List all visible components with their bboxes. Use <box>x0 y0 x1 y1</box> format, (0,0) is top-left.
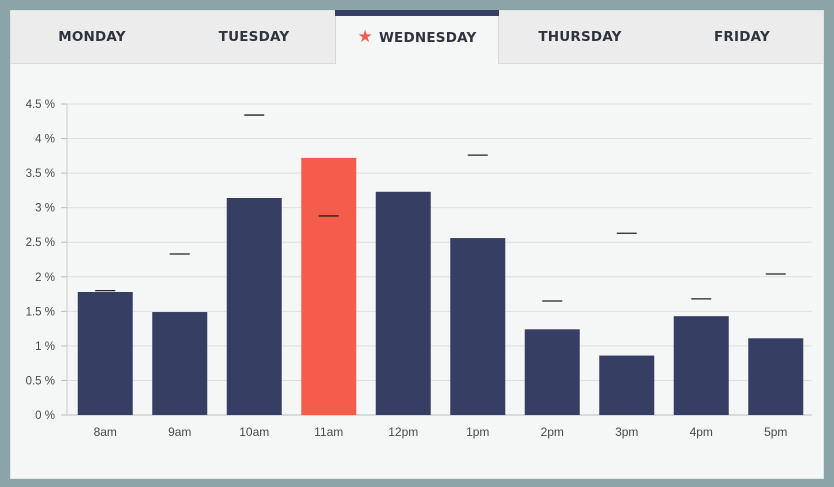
bar <box>524 329 580 415</box>
tab-label: WEDNESDAY <box>378 29 477 46</box>
x-tick-label: 1pm <box>466 425 489 439</box>
x-tick-label: 11am <box>314 425 343 439</box>
tab-label: THURSDAY <box>538 29 622 45</box>
bar <box>673 316 729 415</box>
x-tick-label: 5pm <box>764 425 787 439</box>
y-tick-label: 4.5 % <box>26 99 55 111</box>
y-tick-label: 2.5 % <box>26 237 55 249</box>
y-tick-label: 1.5 % <box>26 306 55 318</box>
tab-wednesday[interactable]: ★ WEDNESDAY <box>335 10 499 64</box>
bar <box>375 191 431 415</box>
tab-thursday[interactable]: THURSDAY <box>499 11 661 64</box>
x-tick-label: 8am <box>94 425 117 439</box>
y-tick-label: 1 % <box>35 341 55 353</box>
x-tick-label: 10am <box>239 425 269 439</box>
hourly-bar-chart: 0 % 0.5 % 1 % 1.5 % 2 % 2.5 % 3 % 3.5 % 4 % 4.5 %… <box>26 99 812 439</box>
x-tick-label: 12pm <box>388 425 418 439</box>
tab-label: TUESDAY <box>218 29 290 45</box>
tab-label: MONDAY <box>58 29 126 45</box>
y-tick-label: 3 % <box>35 203 55 215</box>
bar <box>77 291 133 415</box>
chart-card: MONDAY TUESDAY ★ WEDNESDAY THURSDAY FRIDA… <box>10 10 824 479</box>
tab-tuesday[interactable]: TUESDAY <box>173 11 335 64</box>
y-tick-label: 3.5 % <box>26 168 55 180</box>
y-tick-label: 0 % <box>35 410 55 422</box>
tab-label: FRIDAY <box>714 29 770 45</box>
y-tick-label: 0.5 % <box>26 375 55 387</box>
y-tick-label: 4 % <box>35 134 55 146</box>
x-tick-label: 4pm <box>690 425 713 439</box>
bar <box>152 312 208 415</box>
x-tick-label: 3pm <box>615 425 638 439</box>
bar <box>301 157 357 415</box>
x-tick-label: 2pm <box>541 425 564 439</box>
day-tabs: MONDAY TUESDAY ★ WEDNESDAY THURSDAY FRIDA… <box>11 10 823 64</box>
bar <box>599 355 655 415</box>
y-tick-label: 2 % <box>35 272 55 284</box>
tab-friday[interactable]: FRIDAY <box>661 11 823 64</box>
bar <box>748 338 804 415</box>
star-icon: ★ <box>357 27 373 47</box>
x-tick-label: 9am <box>168 425 191 439</box>
tab-monday[interactable]: MONDAY <box>11 11 173 64</box>
bar <box>450 238 506 415</box>
bar <box>226 197 282 415</box>
